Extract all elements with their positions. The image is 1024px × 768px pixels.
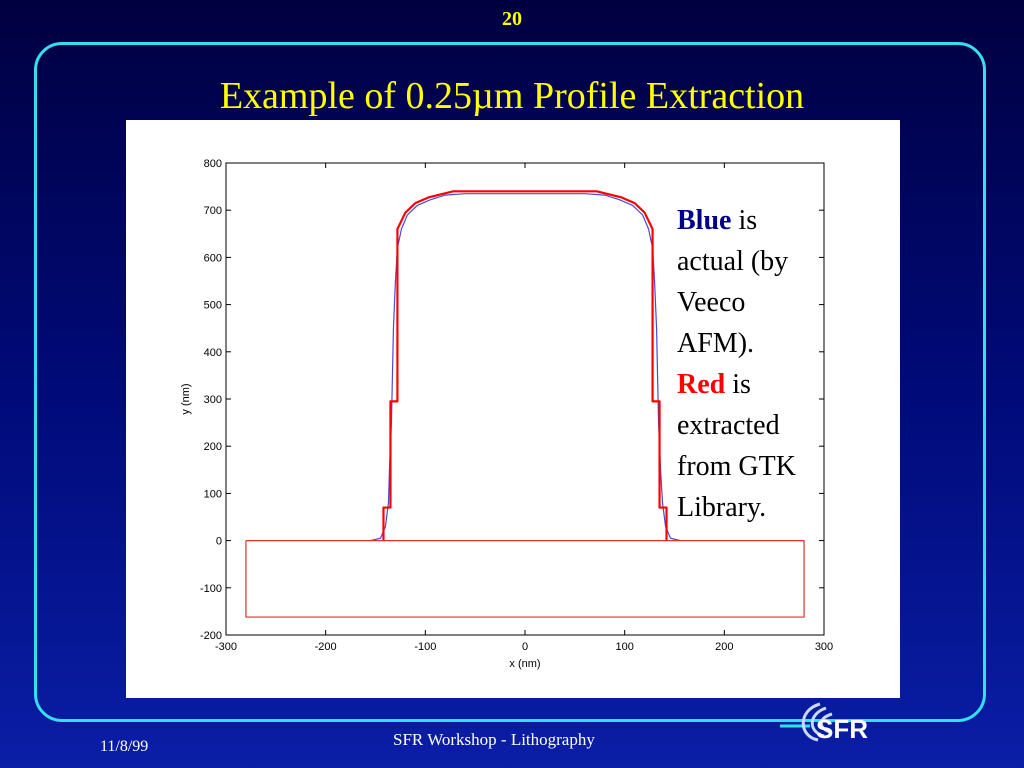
- slide-frame: [34, 42, 986, 722]
- x-tick-label: -100: [414, 641, 436, 653]
- y-tick-label: 300: [204, 394, 222, 406]
- footer-date: 11/8/99: [100, 738, 149, 755]
- x-tick-label: 200: [715, 641, 733, 653]
- y-tick-label: 700: [204, 205, 222, 217]
- logo-swirl-icon: [801, 702, 833, 742]
- y-tick-label: 0: [216, 536, 222, 548]
- y-axis-label: y (nm): [180, 383, 192, 414]
- slide-number: 20: [502, 8, 522, 30]
- x-tick-label: -300: [215, 641, 237, 653]
- x-tick-label: 0: [522, 641, 528, 653]
- legend-red-word: Red: [677, 369, 726, 400]
- legend-blue-text: is actual (by Veeco AFM).: [677, 205, 789, 359]
- y-tick-label: 400: [204, 347, 222, 359]
- profile-chart: -300 -200 -100 0 100 200 300-200-1000100200300…: [180, 158, 833, 670]
- y-tick-label: -100: [200, 583, 222, 595]
- legend-note: Blue is actual (by Veeco AFM). Red is ex…: [677, 200, 827, 528]
- x-axis-label: x (nm): [509, 658, 540, 670]
- x-tick-label: -200: [315, 641, 337, 653]
- x-tick-label: 300: [815, 641, 833, 653]
- footer-title: SFR Workshop - Lithography: [393, 730, 595, 749]
- figure-panel: -300 -200 -100 0 100 200 300 -200 -100 0 100 200 300…: [126, 120, 900, 698]
- actual-profile-line: [370, 193, 681, 542]
- x-tick-label: 100: [615, 641, 633, 653]
- legend-blue-word: Blue: [677, 205, 732, 236]
- y-tick-label: -200: [200, 630, 222, 642]
- y-tick-label: 800: [204, 158, 222, 170]
- sfr-logo: SFR: [780, 702, 868, 744]
- substrate-outline: [245, 540, 805, 618]
- y-tick-label: 200: [204, 441, 222, 453]
- legend-red-text: is extracted from GTK Library.: [677, 369, 796, 523]
- y-tick-label: 100: [204, 488, 222, 500]
- slide-title: Example of 0.25µm Profile Extraction: [219, 75, 805, 117]
- y-tick-label: 500: [204, 300, 222, 312]
- y-tick-label: 600: [204, 252, 222, 264]
- extracted-profile-line: [382, 190, 668, 541]
- logo-text: SFR: [816, 714, 868, 744]
